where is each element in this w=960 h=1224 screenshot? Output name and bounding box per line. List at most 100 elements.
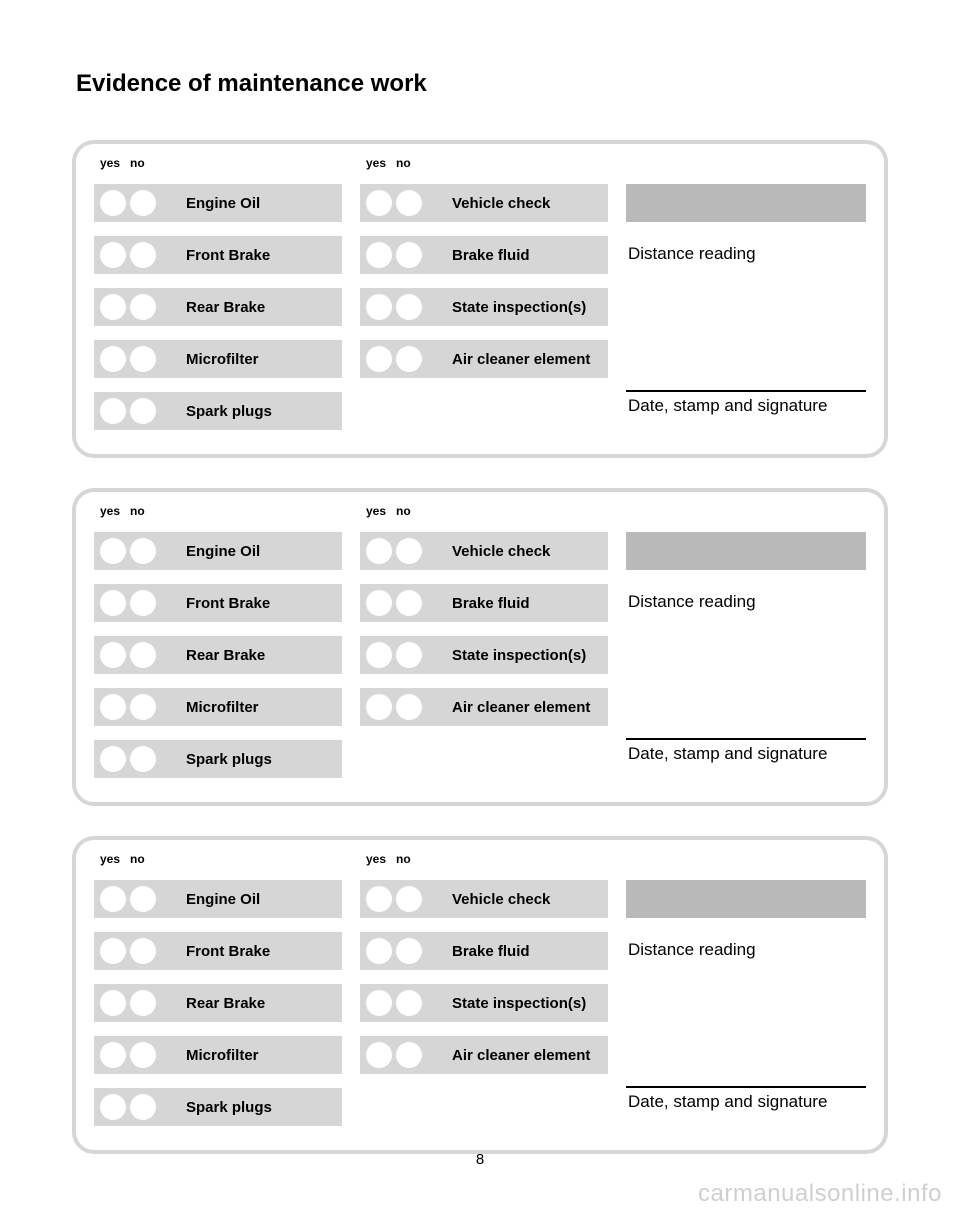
radio-no[interactable]: [130, 346, 156, 372]
checklist-item-label: Vehicle check: [452, 195, 550, 212]
radio-yes[interactable]: [366, 242, 392, 268]
radio-no[interactable]: [396, 642, 422, 668]
radio-no[interactable]: [396, 190, 422, 216]
radio-yes[interactable]: [100, 1094, 126, 1120]
radio-yes[interactable]: [100, 242, 126, 268]
checklist-item: Brake fluid: [360, 584, 608, 622]
radio-no[interactable]: [130, 190, 156, 216]
radio-no[interactable]: [130, 990, 156, 1016]
radio-yes[interactable]: [100, 746, 126, 772]
radio-no[interactable]: [396, 694, 422, 720]
checklist-item: Front Brake: [94, 932, 342, 970]
checklist-item-label: Brake fluid: [452, 943, 530, 960]
radio-yes[interactable]: [366, 294, 392, 320]
radio-yes[interactable]: [100, 1042, 126, 1068]
radio-no[interactable]: [396, 294, 422, 320]
radio-no[interactable]: [130, 294, 156, 320]
radio-no[interactable]: [396, 886, 422, 912]
header-no: no: [396, 156, 411, 170]
radio-no[interactable]: [396, 538, 422, 564]
radio-no[interactable]: [130, 398, 156, 424]
radio-yes[interactable]: [366, 1042, 392, 1068]
radio-no[interactable]: [130, 538, 156, 564]
radio-yes[interactable]: [100, 590, 126, 616]
yes-no-header: yesno: [94, 504, 342, 518]
checklist-item-label: Front Brake: [186, 247, 270, 264]
header-yes: yes: [100, 504, 130, 518]
radio-yes[interactable]: [100, 398, 126, 424]
radio-no[interactable]: [396, 1042, 422, 1068]
header-yes: yes: [366, 156, 396, 170]
checklist-item: Rear Brake: [94, 984, 342, 1022]
checklist-item-label: State inspection(s): [452, 299, 586, 316]
checklist-item-label: Spark plugs: [186, 751, 272, 768]
radio-no[interactable]: [130, 886, 156, 912]
distance-reading-field[interactable]: [626, 880, 866, 918]
radio-yes[interactable]: [366, 886, 392, 912]
signature-column: Distance readingDate, stamp and signatur…: [626, 852, 866, 1126]
radio-yes[interactable]: [366, 190, 392, 216]
maintenance-panel: yesnoEngine OilFront BrakeRear BrakeMicr…: [72, 488, 888, 806]
radio-no[interactable]: [130, 242, 156, 268]
radio-yes[interactable]: [100, 886, 126, 912]
radio-yes[interactable]: [366, 990, 392, 1016]
radio-no[interactable]: [396, 242, 422, 268]
radio-yes[interactable]: [100, 538, 126, 564]
checklist-column-2: yesno Vehicle check Brake fluid State inspe…: [360, 504, 608, 778]
header-no: no: [130, 504, 145, 518]
signature-block: Date, stamp and signature: [626, 738, 866, 764]
radio-yes[interactable]: [100, 190, 126, 216]
checklist-item: State inspection(s): [360, 288, 608, 326]
radio-no[interactable]: [130, 694, 156, 720]
checklist-item-label: Vehicle check: [452, 543, 550, 560]
checklist-item-label: Front Brake: [186, 943, 270, 960]
checklist-item-label: Rear Brake: [186, 995, 265, 1012]
header-spacer: [626, 852, 866, 866]
header-no: no: [396, 504, 411, 518]
radio-yes[interactable]: [100, 642, 126, 668]
signature-block: Date, stamp and signature: [626, 1086, 866, 1112]
checklist-item: Spark plugs: [94, 1088, 342, 1126]
radio-no[interactable]: [130, 1042, 156, 1068]
distance-reading-label: Distance reading: [628, 244, 866, 264]
yes-no-header: yesno: [94, 156, 342, 170]
radio-no[interactable]: [396, 346, 422, 372]
checklist-item-label: Spark plugs: [186, 1099, 272, 1116]
radio-yes[interactable]: [366, 694, 392, 720]
header-yes: yes: [100, 852, 130, 866]
signature-block: Date, stamp and signature: [626, 390, 866, 416]
radio-no[interactable]: [130, 746, 156, 772]
radio-yes[interactable]: [366, 346, 392, 372]
checklist-column-2: yesno Vehicle check Brake fluid State inspe…: [360, 156, 608, 430]
checklist-column-1: yesnoEngine OilFront BrakeRear BrakeMicr…: [94, 156, 342, 430]
radio-yes[interactable]: [100, 694, 126, 720]
checklist-item-label: Spark plugs: [186, 403, 272, 420]
radio-no[interactable]: [396, 938, 422, 964]
header-spacer: [626, 504, 866, 518]
radio-yes[interactable]: [100, 990, 126, 1016]
header-no: no: [396, 852, 411, 866]
checklist-item: Brake fluid: [360, 236, 608, 274]
radio-yes[interactable]: [366, 938, 392, 964]
radio-no[interactable]: [396, 590, 422, 616]
radio-yes[interactable]: [366, 590, 392, 616]
radio-no[interactable]: [130, 938, 156, 964]
page-title: Evidence of maintenance work: [76, 70, 888, 98]
checklist-item: Microfilter: [94, 340, 342, 378]
radio-no[interactable]: [130, 642, 156, 668]
checklist-item-label: Rear Brake: [186, 647, 265, 664]
radio-yes[interactable]: [100, 938, 126, 964]
radio-no[interactable]: [130, 590, 156, 616]
checklist-item-label: Front Brake: [186, 595, 270, 612]
radio-no[interactable]: [130, 1094, 156, 1120]
checklist-item-label: State inspection(s): [452, 647, 586, 664]
radio-yes[interactable]: [100, 346, 126, 372]
radio-yes[interactable]: [366, 538, 392, 564]
radio-no[interactable]: [396, 990, 422, 1016]
checklist-item-label: Microfilter: [186, 351, 259, 368]
distance-reading-field[interactable]: [626, 532, 866, 570]
radio-yes[interactable]: [100, 294, 126, 320]
header-yes: yes: [366, 504, 396, 518]
radio-yes[interactable]: [366, 642, 392, 668]
distance-reading-field[interactable]: [626, 184, 866, 222]
